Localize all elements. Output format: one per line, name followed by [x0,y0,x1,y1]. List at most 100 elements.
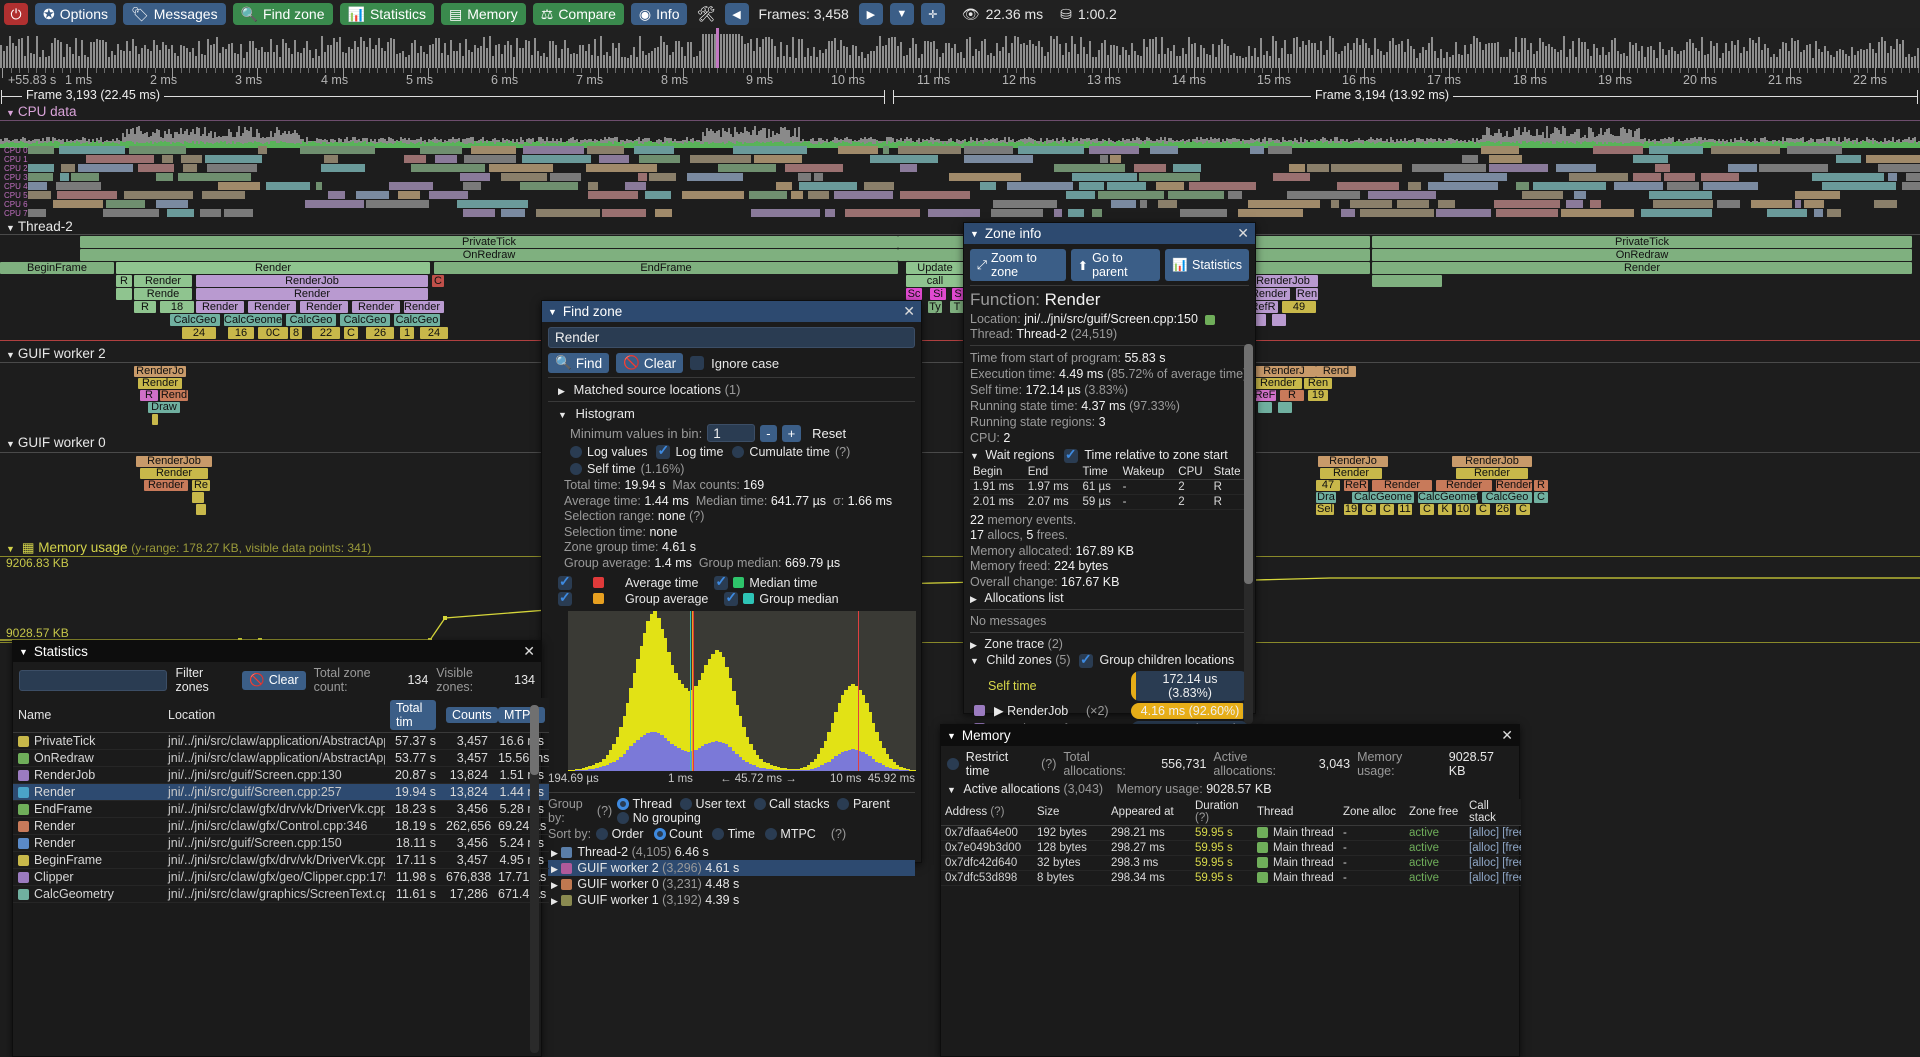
find-button[interactable]: 🔍 Find [548,353,610,373]
min-values-input[interactable]: 1 [707,424,756,442]
timeline-zone[interactable]: 49 [1282,301,1316,313]
timeline-zone[interactable]: Render [1248,288,1290,300]
chevron-right-icon[interactable]: ▶ [970,640,977,651]
timeline-zone[interactable]: OnRedraw [1372,249,1912,261]
find-zone-button[interactable]: 🔍 Find zone [232,3,333,25]
alloc-call-stack[interactable]: [alloc] [free [1465,855,1521,871]
table-row[interactable]: Clipper jni/../jni/src/claw/gfx/geo/Clipp… [13,868,549,886]
group-by-radio[interactable] [617,812,630,825]
track-header-cpu-data[interactable]: ▼ CPU data [6,104,76,119]
timeline-zone[interactable]: Si [930,288,946,300]
timeline-zone[interactable]: Ren [1304,378,1332,389]
timeline-zone[interactable] [196,504,206,515]
timeline-zone[interactable]: Render [300,301,348,313]
find-zone-titlebar[interactable]: ▼ Find zone ✕ [542,301,921,322]
find-zone-query-input[interactable]: Render [548,327,915,348]
memory-button[interactable]: ▤ Memory [440,3,526,25]
memory-usage-plot[interactable] [0,556,1920,644]
timeline-zone[interactable]: S [952,288,964,300]
alloc-call-stack[interactable]: [alloc] [free [1465,825,1521,841]
timeline-zone[interactable]: Sel [1316,504,1334,515]
timeline-zone[interactable]: 10 [1456,504,1470,515]
timeline-zone[interactable]: C [1420,504,1434,515]
timeline-zone[interactable]: RenderJo [1318,456,1388,467]
legend-checkbox[interactable] [558,573,572,590]
timeline-zone[interactable]: Render [1456,468,1528,479]
close-icon[interactable]: ✕ [1501,727,1513,743]
frame-strip[interactable] [0,28,1920,68]
statistics-titlebar[interactable]: ▼ Statistics ✕ [13,641,541,662]
timeline-zone[interactable] [1272,314,1286,326]
find-zone-window[interactable]: ▼ Find zone ✕ Render 🔍 Find 🚫 Clear Igno… [541,300,922,907]
statistics-column-total-tim[interactable]: Total tim [385,698,441,733]
timeline-zone[interactable]: Dra [1316,492,1336,503]
timeline-zone[interactable]: Render [1436,480,1492,491]
timeline-zone[interactable]: CalcGeo [286,314,336,326]
wait-column-header[interactable]: Time [1079,464,1120,480]
timeline-zone[interactable]: 19 [1344,504,1358,515]
statistics-column-name[interactable]: Name [13,698,163,733]
memory-allocations-table[interactable]: Address (?) Size Appeared at Duration (?) Th… [941,799,1521,886]
statistics-column-counts[interactable]: Counts [441,698,498,733]
prev-frame-button[interactable]: ◀ [724,3,749,25]
table-row[interactable]: 0x7dfc53d898 8 bytes 298.34 ms 59.95 s Main … [941,870,1521,886]
timeline-zone[interactable]: Render [1372,480,1432,491]
memory-titlebar[interactable]: ▼ Memory ✕ [941,725,1519,746]
time-relative-checkbox[interactable] [1063,446,1078,463]
timeline-zone[interactable]: 1 [400,327,414,339]
zoom-to-zone-button[interactable]: ⤢ Zoom to zone [970,249,1066,281]
memory-column-thread[interactable]: Thread [1253,799,1339,826]
timeline-zone[interactable]: Rende [134,288,192,300]
chevron-down-icon[interactable]: ▼ [947,730,956,741]
memory-column-size[interactable]: Size [1033,799,1107,826]
next-frame-button[interactable]: ▶ [858,3,883,25]
group-by-radio[interactable] [617,798,630,811]
statistics-button[interactable]: 📊 Statistics [339,3,434,25]
sort-by-radio[interactable] [653,828,666,841]
memory-column-appeared-at[interactable]: Appeared at [1107,799,1191,826]
matched-locations-row[interactable]: ▶ Matched source locations (1) [558,382,915,397]
find-zone-group-row[interactable]: ▶ GUIF worker 1 (3,192) 4.39 s [548,892,915,908]
timeline-zone[interactable]: 0C [258,327,288,339]
frame-bars[interactable] [0,28,1920,68]
timeline-zone[interactable]: 26 [366,327,394,339]
zone-info-titlebar[interactable]: ▼ Zone info ✕ [964,223,1255,244]
chevron-down-icon[interactable]: ▼ [947,785,956,795]
cumulate-time-checkbox[interactable] [732,446,745,458]
wait-column-header[interactable]: Wakeup [1119,464,1176,480]
statistics-window[interactable]: ▼ Statistics ✕ Filter zones 🚫 Clear Tota… [12,640,549,1057]
sort-by-radio[interactable] [596,828,609,841]
timeline-zone[interactable]: C [1380,504,1394,515]
child-zone-row[interactable]: ▶ RenderJob (×2) 4.16 ms (92.60%) [970,702,1249,719]
chevron-down-icon[interactable]: ▼ [548,306,557,317]
timeline-zone[interactable]: RenderJob [1452,456,1532,467]
timeline-zone[interactable]: Render [1372,262,1912,274]
legend-checkbox[interactable] [558,589,572,606]
timeline-zone[interactable]: CalcGeo [394,314,440,326]
memory-column-zone-free[interactable]: Zone free [1405,799,1465,826]
timeline-zone[interactable]: Render [140,468,208,479]
timeline-zone[interactable]: Draw [148,402,180,413]
guif-worker-2-track[interactable]: RenderJo RenderJ Rend Render Render Ren R Rend R… [0,366,1920,428]
memory-column-call-stack[interactable]: Call stack [1465,799,1521,826]
timeline-zone[interactable]: CalcGeome [224,314,282,326]
timeline-zone[interactable]: Render [196,288,428,300]
chevron-down-icon[interactable]: ▼ [970,228,979,239]
find-zone-group-row[interactable]: ▶ GUIF worker 0 (3,231) 4.48 s [548,876,915,892]
timeline-zone[interactable]: R [1280,390,1304,401]
self-time-checkbox[interactable] [570,463,582,475]
timeline-zone[interactable]: Render [116,262,430,274]
thread-2-track[interactable]: PrivateTick PrivateTick OnRedraw OnRedraw Be… [0,236,1920,346]
timeline-zone[interactable]: Render [134,275,192,287]
zone-info-scrollbar[interactable] [1244,344,1253,724]
guif-worker-0-track[interactable]: RenderJob RenderJo RenderJob Render Render Re… [0,456,1920,522]
timeline-zone[interactable]: Render [248,301,296,313]
alloc-address[interactable]: 0x7dfaa64e00 [945,827,1018,839]
sort-by-radio[interactable] [764,828,777,841]
statistics-table[interactable]: Name Location Total tim Counts MTPC PrivateTi… [13,698,549,903]
timeline-zone[interactable]: 18 [160,301,194,313]
table-row[interactable]: CalcGeometry jni/../jni/src/claw/graphics… [13,885,549,903]
timeline-zone[interactable]: T [950,301,964,313]
wait-column-header[interactable]: CPU [1175,464,1211,480]
timeline-zone[interactable]: Render [352,301,400,313]
